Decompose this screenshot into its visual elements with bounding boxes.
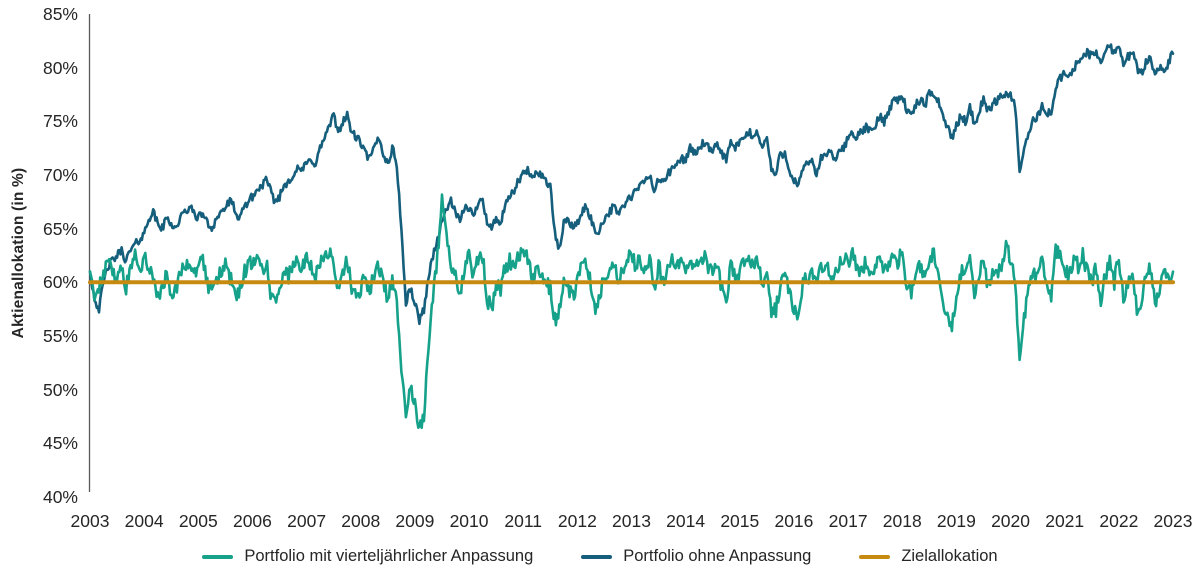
legend-item-portfolio-ohne-anpassung: Portfolio ohne Anpassung <box>581 547 811 566</box>
x-tick-label: 2023 <box>1153 511 1193 531</box>
x-tick-label: 2009 <box>395 511 435 531</box>
x-tick-label: 2012 <box>557 511 597 531</box>
x-tick-label: 2015 <box>720 511 760 531</box>
legend-swatch-orange-line-icon <box>859 554 891 559</box>
x-tick-label: 2004 <box>124 511 164 531</box>
y-tick-label: 70% <box>42 165 78 185</box>
x-tick-label: 2007 <box>287 511 327 531</box>
y-tick-label: 75% <box>42 111 78 132</box>
x-tick-label: 2017 <box>828 511 868 531</box>
legend-item-portfolio-mit-anpassung: Portfolio mit vierteljährlicher Anpassun… <box>202 547 533 566</box>
x-tick-label: 2020 <box>991 511 1031 531</box>
legend-item-zielallokation: Zielallokation <box>859 547 998 566</box>
x-tick-label: 2006 <box>232 511 272 531</box>
legend-label: Portfolio ohne Anpassung <box>623 547 812 565</box>
legend-swatch-teal-line-icon <box>202 554 234 559</box>
y-tick-label: 50% <box>42 379 78 400</box>
x-tick-label: 2003 <box>70 511 110 531</box>
x-tick-label: 2011 <box>504 511 542 531</box>
y-tick-label: 85% <box>42 4 78 24</box>
legend-label: Portfolio mit vierteljährlicher Anpassun… <box>244 547 534 565</box>
series-line-portfolio-ohne-anpassung <box>88 43 1175 326</box>
x-tick-label: 2021 <box>1045 511 1085 531</box>
y-tick-label: 40% <box>42 487 78 507</box>
y-tick-label: 80% <box>42 57 78 78</box>
x-tick-label: 2014 <box>666 511 706 531</box>
y-tick-label: 65% <box>42 218 78 239</box>
x-tick-label: 2008 <box>341 511 381 531</box>
y-tick-label: 45% <box>42 433 78 454</box>
x-tick-label: 2022 <box>1099 511 1139 531</box>
x-tick-label: 2016 <box>774 511 814 531</box>
x-tick-label: 2005 <box>178 511 218 531</box>
y-tick-label: 55% <box>42 326 78 346</box>
legend-label: Zielallokation <box>901 547 998 565</box>
series-line-portfolio-mit-vierteljaehrlicher-anpassung <box>88 193 1175 430</box>
y-tick-label: 60% <box>42 272 78 293</box>
legend-swatch-blue-line-icon <box>581 554 613 559</box>
legend: Portfolio mit vierteljährlicher Anpassun… <box>0 547 1200 566</box>
y-axis-title: Aktienallokation (in %) <box>10 167 27 339</box>
x-tick-label: 2018 <box>882 511 922 531</box>
x-tick-label: 2010 <box>449 511 489 531</box>
x-tick-label: 2019 <box>936 511 976 531</box>
x-tick-label: 2013 <box>612 511 651 531</box>
